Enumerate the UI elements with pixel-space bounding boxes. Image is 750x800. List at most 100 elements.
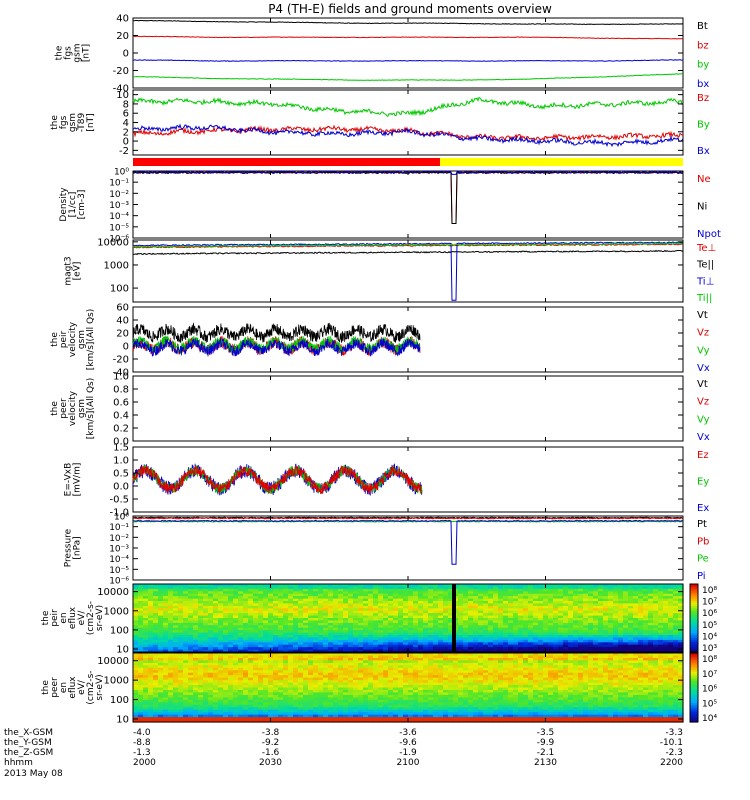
spectro-cell: [313, 657, 319, 661]
spectro-cell: [398, 608, 404, 612]
spectro-cell: [558, 613, 564, 617]
spectro-cell: [268, 685, 274, 689]
series-peir-Vx: [132, 338, 421, 357]
spectro-cell: [278, 662, 284, 666]
ytick-fgs_gsm_t89-1: 8: [123, 99, 129, 110]
spectro-cell: [338, 608, 344, 612]
spectro-cell: [148, 620, 154, 624]
spectro-cell: [258, 644, 264, 648]
spectro-cell: [253, 653, 259, 657]
spectro-cell: [273, 685, 279, 689]
spectro-cell: [143, 670, 149, 674]
spectro-cell: [293, 613, 299, 617]
spectro-cell: [418, 639, 424, 643]
spectro-cell: [213, 625, 219, 629]
spectro-cell: [223, 630, 229, 634]
spectro-cell: [278, 632, 284, 636]
spectro-cell: [238, 630, 244, 634]
spectro-cell: [653, 605, 659, 609]
spectro-cell: [643, 613, 649, 617]
spectro-cell: [328, 613, 334, 617]
spectro-cell: [193, 601, 199, 604]
spectro-cell: [378, 697, 384, 701]
spectro-cell: [618, 622, 624, 626]
spectro-cell: [243, 605, 249, 609]
spectro-cell: [348, 632, 354, 636]
spectro-cell: [328, 682, 334, 686]
spectro-cell: [638, 647, 644, 651]
spectro-cell: [288, 635, 294, 638]
spectro-cell: [168, 680, 174, 684]
spectro-cell: [398, 675, 404, 679]
spectro-cell: [393, 608, 399, 612]
spectro-cell: [223, 675, 229, 679]
spectro-cell: [188, 707, 194, 711]
spectro-cell: [448, 637, 454, 641]
spectro-cell: [333, 642, 339, 646]
spectro-cell: [173, 586, 179, 590]
spectro-cell: [243, 603, 249, 607]
spectro-cell: [173, 692, 179, 696]
spectro-cell: [213, 657, 219, 661]
spectro-cell: [173, 655, 179, 659]
spectro-cell: [493, 588, 499, 592]
spectro-cell: [208, 685, 214, 689]
spectro-cell: [178, 637, 184, 641]
spectro-cell: [168, 596, 174, 600]
spectro-cell: [278, 610, 284, 614]
spectro-cell: [158, 680, 164, 684]
spectro-cell: [343, 699, 349, 703]
spectro-cell: [603, 615, 609, 619]
spectro-cell: [143, 584, 149, 587]
spectro-cell: [293, 593, 299, 597]
spectro-cell: [298, 717, 304, 721]
spectro-cell: [673, 601, 679, 604]
spectro-cell: [408, 717, 414, 721]
spectro-cell: [438, 608, 444, 612]
spectro-cell: [643, 601, 649, 604]
spectro-cell: [473, 601, 479, 604]
spectro-cell: [253, 660, 259, 664]
spectro-cell: [158, 601, 164, 604]
spectro-cell: [348, 702, 354, 706]
spectro-cell: [428, 613, 434, 617]
spectro-cell: [633, 593, 639, 597]
spectro-cell: [383, 699, 389, 703]
spectro-cell: [328, 672, 334, 676]
spectro-cell: [503, 649, 509, 653]
spectro-cell: [483, 591, 489, 595]
spectro-cell: [608, 598, 614, 602]
spectro-cell: [198, 588, 204, 592]
spectro-cell: [308, 644, 314, 648]
spectro-cell: [568, 627, 574, 631]
spectro-cell: [638, 618, 644, 621]
spectro-cell: [408, 639, 414, 643]
spectro-cell: [313, 591, 319, 595]
spectro-cell: [248, 593, 254, 597]
spectro-cell: [243, 632, 249, 636]
spectro-cell: [398, 657, 404, 661]
spectro-cell: [288, 615, 294, 619]
spectro-cell: [163, 598, 169, 602]
spectro-cell: [248, 694, 254, 698]
spectro-cell: [173, 605, 179, 609]
spectro-cell: [278, 605, 284, 609]
spectro-cell: [258, 660, 264, 664]
spectro-cell: [648, 639, 654, 643]
spectro-cell: [303, 694, 309, 698]
spectro-cell: [213, 588, 219, 592]
spectro-cell: [233, 685, 239, 689]
spectro-cell: [243, 598, 249, 602]
spectro-cell: [308, 586, 314, 590]
spectro-cell: [418, 588, 424, 592]
spectro-cell: [393, 584, 399, 587]
spectro-cell: [193, 682, 199, 686]
spectro-cell: [358, 672, 364, 676]
spectro-cell: [178, 697, 184, 701]
spectro-cell: [448, 586, 454, 590]
spectro-cell: [198, 697, 204, 701]
spectro-cell: [468, 598, 474, 602]
spectro-cell: [653, 591, 659, 595]
spectro-cell: [198, 707, 204, 711]
spectro-cell: [218, 697, 224, 701]
